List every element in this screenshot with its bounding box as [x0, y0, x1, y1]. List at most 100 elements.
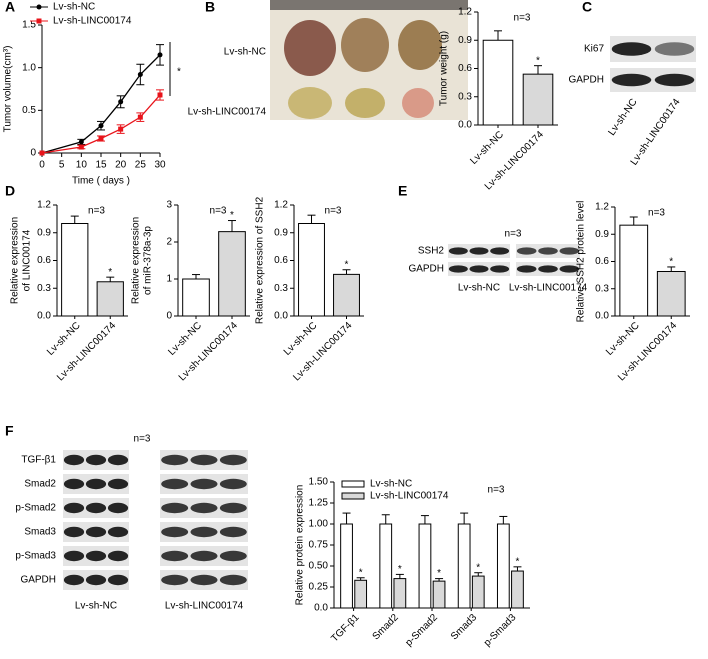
blot-band — [107, 502, 129, 514]
blot-band — [85, 574, 107, 586]
blot-band — [161, 526, 189, 538]
y-tick-label: 0.0 — [314, 603, 328, 614]
x-tick-label: Lv-sh-NC — [166, 320, 204, 358]
blot-band — [190, 526, 218, 538]
bar — [471, 575, 485, 609]
y-tick-label: 1.50 — [309, 477, 329, 488]
x-tick-label: p-Smad2 — [404, 612, 441, 649]
blot-band — [107, 526, 129, 538]
y-axis-label: of LINC00174 — [22, 229, 33, 291]
x-tick-label: 5 — [59, 160, 65, 171]
y-axis-label: Tumor volume(cm³) — [3, 46, 14, 133]
y-tick-label: 0.3 — [595, 283, 609, 294]
blot-band — [107, 574, 129, 586]
column-label: Lv-sh-LINC00174 — [165, 601, 244, 612]
blot-band — [654, 73, 695, 87]
marker — [118, 99, 124, 105]
y-tick-label: 1.2 — [37, 200, 51, 211]
row-label: GAPDH — [20, 575, 56, 586]
annotation: * — [108, 267, 112, 278]
chart-title: n=3 — [210, 206, 227, 217]
y-tick-label: 1.2 — [595, 202, 609, 213]
annotation: * — [359, 567, 363, 578]
blot-band — [538, 265, 558, 273]
marker — [78, 144, 84, 150]
blot-band — [107, 478, 129, 490]
tumor — [341, 18, 389, 72]
blot-band — [190, 478, 218, 490]
row-label: Smad2 — [24, 479, 56, 490]
blot-band — [85, 478, 107, 490]
row-label: GAPDH — [568, 75, 604, 86]
marker — [118, 126, 124, 132]
row-label: p-Smad2 — [15, 503, 56, 514]
legend-label: Lv-sh-LINC00174 — [370, 491, 449, 502]
series-line — [41, 54, 161, 154]
chart-title: n=3 — [88, 206, 105, 217]
bar — [522, 73, 554, 126]
y-tick-label: 0.9 — [37, 227, 51, 238]
bar — [457, 523, 471, 609]
chart-title: n=3 — [325, 206, 342, 217]
blot-band — [490, 265, 510, 273]
x-tick-label: 30 — [154, 160, 166, 171]
y-axis-label: Tumor weight (g) — [439, 31, 450, 106]
column-label: Lv-sh-LINC00174 — [509, 283, 588, 294]
y-axis-label: Relative expression of SSH2 — [255, 196, 266, 324]
y-axis-label: Relative protein expression — [295, 485, 306, 606]
y-axis-label: Relative SSH2 protein level — [576, 201, 587, 323]
legend-swatch — [341, 492, 365, 500]
marker — [78, 139, 84, 145]
bar — [298, 223, 325, 317]
blot-band — [448, 265, 468, 273]
ruler — [270, 0, 468, 10]
blot-band — [559, 247, 580, 255]
y-tick-label: 1.00 — [309, 519, 329, 530]
y-tick-label: 0.0 — [458, 120, 472, 131]
x-tick-label: 10 — [76, 160, 88, 171]
marker — [157, 52, 163, 58]
row-label: SSH2 — [418, 246, 445, 257]
y-tick-label: 0.6 — [274, 255, 288, 266]
bar — [218, 231, 246, 317]
blot-band — [161, 478, 189, 490]
y-tick-label: 1 — [166, 274, 172, 285]
y-tick-label: 0 — [166, 311, 172, 322]
y-axis-label: Relative expression — [131, 217, 142, 304]
bar — [182, 278, 210, 317]
x-tick-label: Lv-sh-LINC00174 — [291, 320, 355, 384]
blot-band — [219, 526, 247, 538]
blot-band — [190, 574, 218, 586]
annotation: * — [345, 259, 349, 270]
blot-band — [469, 265, 489, 273]
marker — [98, 123, 104, 129]
panel-letter: F — [5, 423, 14, 439]
blot-band — [107, 454, 129, 466]
annotation: * — [437, 568, 441, 579]
bar — [619, 224, 649, 317]
blot-band — [219, 454, 247, 466]
y-tick-label: 0.0 — [274, 311, 288, 322]
blot-band — [654, 42, 695, 56]
y-tick-label: 0.6 — [595, 256, 609, 267]
tumor — [345, 88, 385, 118]
y-tick-label: 0.9 — [458, 35, 472, 46]
tumor — [288, 87, 332, 119]
chart-title: n=3 — [514, 13, 531, 24]
annotation: * — [476, 562, 480, 573]
blot-band — [219, 574, 247, 586]
blot-band — [190, 550, 218, 562]
y-tick-label: 0.0 — [595, 311, 609, 322]
legend-marker — [36, 4, 42, 10]
tumor — [398, 20, 442, 70]
blot-band — [161, 550, 189, 562]
blot-band — [448, 247, 468, 255]
y-axis-label: Relative expression — [10, 217, 21, 304]
y-tick-label: 0.6 — [458, 63, 472, 74]
legend-swatch — [341, 480, 365, 488]
blot-band — [516, 247, 537, 255]
photo — [270, 0, 468, 120]
x-tick-label: Lv-sh-NC — [468, 129, 506, 167]
blot-band — [190, 454, 218, 466]
marker — [137, 114, 143, 120]
